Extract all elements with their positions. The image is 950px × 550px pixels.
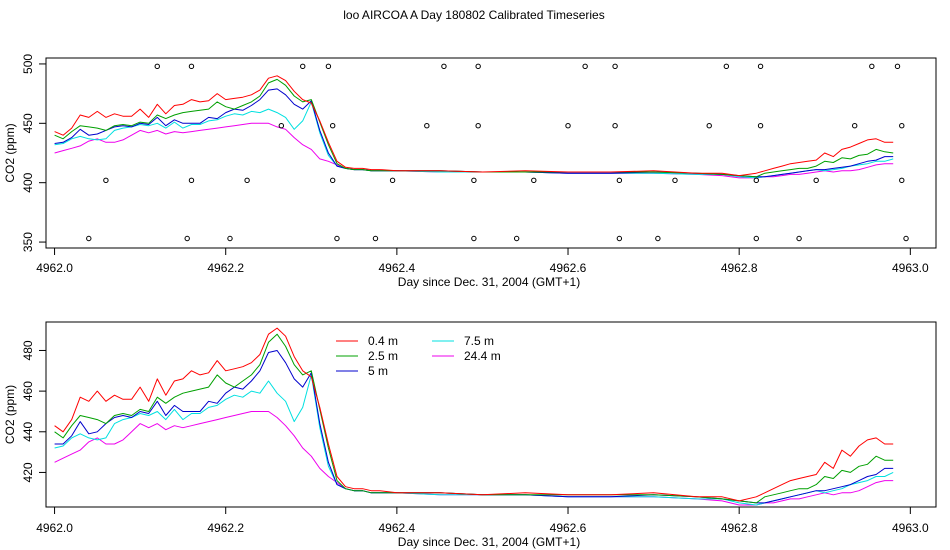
data-point-marker <box>471 177 477 184</box>
data-point-marker <box>899 122 905 129</box>
series-line-24-4-m <box>54 411 894 506</box>
bottom-panel: 4962.0 4962.2 4962.4 4962.6 4962.8 4963.0 420 4… <box>3 321 937 549</box>
top-panel: 4962.0 4962.2 4962.4 4962.6 4962.8 4963.0 350 4… <box>3 54 937 289</box>
y-tick-label: 500 <box>21 54 35 74</box>
data-point-marker <box>757 63 764 70</box>
data-point-marker <box>894 63 901 70</box>
data-point-marker <box>475 63 481 70</box>
legend-label: 24.4 m <box>464 349 501 363</box>
x-tick-label: 4962.0 <box>36 521 73 535</box>
data-point-marker <box>531 177 537 184</box>
data-point-marker <box>475 122 481 129</box>
x-tick-label: 4962.4 <box>379 261 416 275</box>
series-line-0-4-m <box>54 75 894 177</box>
data-point-marker <box>899 177 905 184</box>
data-point-marker <box>300 63 306 70</box>
data-point-marker <box>616 235 623 242</box>
x-tick-label: 4963.0 <box>892 521 929 535</box>
data-point-marker <box>244 177 250 184</box>
y-tick-label: 420 <box>21 462 35 482</box>
data-point-marker <box>796 235 802 242</box>
data-point-marker <box>869 63 875 70</box>
data-point-marker <box>655 235 661 242</box>
data-point-marker <box>813 177 819 184</box>
y-axis-label: CO2 (ppm) <box>3 123 17 182</box>
x-tick-label: 4962.2 <box>207 521 244 535</box>
data-point-marker <box>612 122 618 129</box>
series-line-24-4-m <box>54 122 894 179</box>
y-tick-label: 460 <box>21 381 35 401</box>
data-point-marker <box>389 177 396 184</box>
data-point-marker <box>334 235 340 242</box>
y-tick-label: 450 <box>21 113 35 133</box>
data-point-marker <box>184 235 190 242</box>
legend: 0.4 m2.5 m5 m 7.5 m24.4 m <box>336 334 501 378</box>
x-tick-label: 4962.2 <box>207 261 244 275</box>
x-tick-label: 4963.0 <box>892 261 929 275</box>
y-tick-label: 350 <box>21 232 35 252</box>
x-tick-label: 4962.0 <box>36 261 73 275</box>
data-point-marker <box>372 235 379 242</box>
data-point-marker <box>903 235 909 242</box>
data-point-marker <box>471 235 477 242</box>
series-line-2-5-m <box>54 333 894 504</box>
plot-frame <box>45 57 937 249</box>
series-line-0-4-m <box>54 327 894 502</box>
data-point-marker <box>329 177 336 184</box>
y-tick-label: 440 <box>21 421 35 441</box>
data-point-marker <box>188 177 195 184</box>
data-point-marker <box>706 122 712 129</box>
data-point-marker <box>582 63 588 70</box>
series-line-2-5-m <box>54 78 894 178</box>
x-tick-label: 4962.6 <box>550 521 587 535</box>
x-axis-label: Day since Dec. 31, 2004 (GMT+1) <box>398 535 580 549</box>
figure-title: loo AIRCOA A Day 180802 Calibrated Times… <box>343 8 604 22</box>
data-point-marker <box>278 122 285 129</box>
data-point-marker <box>616 177 623 184</box>
data-point-marker <box>103 177 109 184</box>
data-point-marker <box>154 63 160 70</box>
data-point-marker <box>325 63 332 70</box>
x-tick-label: 4962.4 <box>379 521 416 535</box>
data-point-marker <box>565 122 571 129</box>
legend-label: 2.5 m <box>368 349 398 363</box>
legend-label: 7.5 m <box>464 334 494 348</box>
legend-label: 5 m <box>368 364 388 378</box>
data-point-marker <box>86 235 92 242</box>
x-tick-label: 4962.6 <box>550 261 587 275</box>
data-point-marker <box>424 122 430 129</box>
data-point-marker <box>441 63 447 70</box>
data-point-marker <box>723 63 730 70</box>
data-point-marker <box>757 122 764 129</box>
data-point-marker <box>513 235 520 242</box>
data-point-marker <box>672 177 678 184</box>
x-axis-label: Day since Dec. 31, 2004 (GMT+1) <box>398 275 580 289</box>
x-tick-label: 4962.8 <box>721 521 758 535</box>
y-tick-label: 400 <box>21 172 35 192</box>
data-point-marker <box>227 235 233 242</box>
y-tick-label: 480 <box>21 340 35 360</box>
data-point-marker <box>753 177 759 184</box>
data-point-marker <box>753 235 759 242</box>
x-tick-label: 4962.8 <box>721 261 758 275</box>
data-point-marker <box>329 122 336 129</box>
data-point-marker <box>852 122 858 129</box>
series-line-5-m <box>54 88 894 178</box>
plot-frame <box>45 321 937 508</box>
legend-label: 0.4 m <box>368 334 398 348</box>
series-line-5-m <box>54 350 894 504</box>
data-point-marker <box>188 63 195 70</box>
y-axis-label: CO2 (ppm) <box>3 385 17 444</box>
data-point-marker <box>612 63 618 70</box>
